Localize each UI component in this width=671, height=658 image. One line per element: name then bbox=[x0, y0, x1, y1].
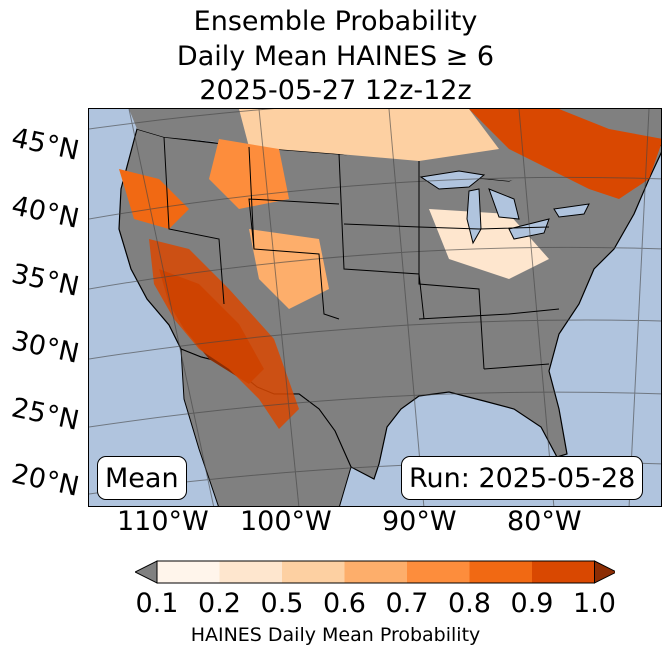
colorbar-extend-high bbox=[594, 560, 615, 584]
great-lakes bbox=[419, 170, 590, 245]
lon-label-80: 80°W bbox=[507, 506, 582, 537]
colorbar-extend-low bbox=[135, 560, 158, 584]
prob-patch-nw bbox=[119, 169, 189, 229]
panel-label-run: Run: 2025-05-28 bbox=[401, 456, 644, 500]
colorbar-tick-label: 0.2 bbox=[198, 588, 241, 619]
colorbar-tick-label: 0.5 bbox=[260, 588, 304, 619]
prob-patch-sw-mid bbox=[149, 239, 299, 429]
lon-label-100: 100°W bbox=[240, 506, 332, 537]
lat-label-20: 20°N bbox=[8, 458, 82, 503]
panel-label-mean: Mean bbox=[97, 456, 187, 500]
title-line-3: 2025-05-27 12z-12z bbox=[199, 75, 472, 106]
colorbar-segment bbox=[469, 561, 532, 583]
lon-label-90: 90°W bbox=[382, 506, 457, 537]
colorbar-tick-label: 0.9 bbox=[510, 588, 554, 619]
colorbar-tick-label: 0.6 bbox=[323, 588, 366, 619]
map-canvas bbox=[89, 109, 661, 506]
colorbar-segment bbox=[282, 561, 345, 583]
colorbar bbox=[135, 560, 615, 584]
title-line-2: Daily Mean HAINES ≥ 6 bbox=[176, 41, 495, 72]
colorbar-label: HAINES Daily Mean Probability bbox=[190, 624, 481, 646]
colorbar-segment bbox=[407, 561, 470, 583]
colorbar-segment bbox=[157, 561, 220, 583]
lat-label-45: 45°N bbox=[8, 122, 82, 167]
title-line-1: Ensemble Probability bbox=[193, 6, 478, 37]
prob-patch-north-light bbox=[239, 109, 499, 161]
colorbar-tick-label: 1.0 bbox=[573, 588, 616, 619]
prob-patch-rockies bbox=[209, 139, 289, 209]
lat-label-40: 40°N bbox=[8, 190, 82, 235]
lat-label-25: 25°N bbox=[8, 392, 82, 437]
colorbar-tick-label: 0.8 bbox=[448, 588, 491, 619]
colorbar-segment bbox=[219, 561, 282, 583]
lat-label-35: 35°N bbox=[8, 258, 82, 303]
probability-field bbox=[119, 109, 661, 429]
lon-label-110: 110°W bbox=[117, 506, 209, 537]
state-borders bbox=[163, 136, 560, 370]
lat-label-30: 30°N bbox=[8, 325, 82, 370]
colorbar-tick-label: 0.7 bbox=[385, 588, 429, 619]
colorbar-tick-label: 0.1 bbox=[135, 588, 179, 619]
map-panel bbox=[88, 108, 662, 507]
colorbar-segment bbox=[532, 561, 595, 583]
prob-patch-central bbox=[249, 229, 329, 309]
prob-patch-ne-high bbox=[469, 109, 661, 199]
graticule bbox=[89, 109, 661, 506]
colorbar-segment bbox=[344, 561, 407, 583]
